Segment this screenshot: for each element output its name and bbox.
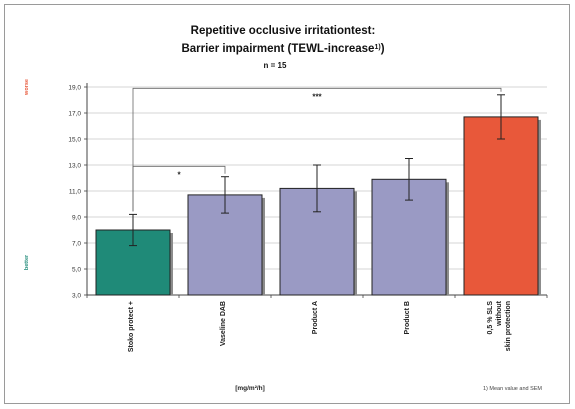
category-labels: Stoko protect + Vaseline DAB Product A Prod…: [128, 300, 512, 352]
chart-title-line2: Barrier impairment (TEWL-increase1)): [181, 43, 384, 55]
chart-frame: Repetitive occlusive irritationtest: Bar…: [4, 4, 570, 404]
y-tick-label: 9,0: [72, 214, 81, 221]
error-bars: [129, 94, 505, 247]
category-label: skin protection: [505, 301, 512, 351]
bars: [95, 116, 541, 296]
title-superscript: 1): [374, 44, 380, 51]
chart-subtitle: n = 15: [264, 61, 287, 70]
y-tick-label: 7,0: [72, 240, 81, 247]
y-tick-label: 11,0: [69, 188, 82, 195]
category-label: 0,5 % SLS: [487, 301, 494, 335]
footnote: 1) Mean value and SEM: [483, 386, 542, 392]
bar-chart: Repetitive occlusive irritationtest: Bar…: [24, 25, 548, 392]
bar: [463, 116, 539, 296]
y-axis-better-label: better: [24, 254, 30, 270]
y-tick-label: 5,0: [72, 266, 81, 273]
category-label: Stoko protect +: [128, 301, 135, 352]
y-tick-label: 19,0: [68, 84, 81, 91]
category-label: Product B: [404, 301, 411, 334]
significance-brackets: ****: [132, 87, 502, 212]
category-label: Product A: [312, 301, 319, 334]
y-tick-label: 13,0: [68, 162, 81, 169]
category-label: without: [496, 300, 503, 327]
significance-label: ***: [312, 92, 322, 101]
significance-label: *: [177, 170, 181, 179]
y-tick-labels: 3,0 5,0 7,0 9,0 11,0 13,0 15,0 17,0 19,0: [68, 84, 81, 299]
category-label: Vaseline DAB: [220, 301, 227, 346]
significance-bracket: [132, 87, 502, 212]
y-tick-label: 3,0: [72, 292, 81, 299]
x-axis-label: [mg/m²/h]: [235, 385, 265, 392]
y-tick-label: 15,0: [68, 136, 81, 143]
chart-title-line1: Repetitive occlusive irritationtest:: [191, 25, 376, 37]
y-axis-worse-label: worse: [24, 79, 30, 96]
y-tick-label: 17,0: [68, 110, 81, 117]
